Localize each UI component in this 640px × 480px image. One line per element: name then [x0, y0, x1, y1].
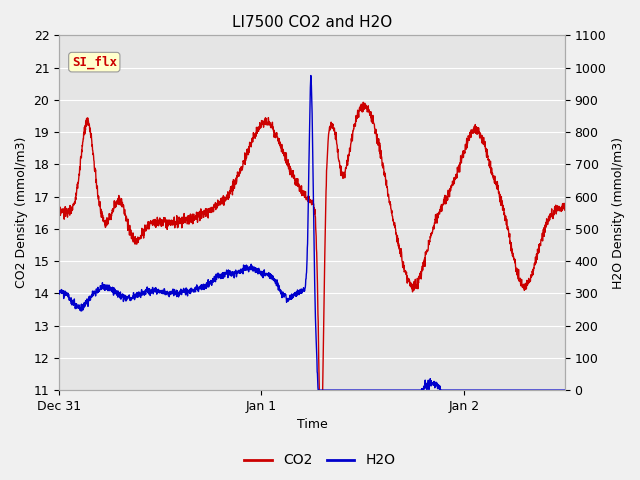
Y-axis label: CO2 Density (mmol/m3): CO2 Density (mmol/m3)	[15, 137, 28, 288]
Y-axis label: H2O Density (mmol/m3): H2O Density (mmol/m3)	[612, 137, 625, 289]
Title: LI7500 CO2 and H2O: LI7500 CO2 and H2O	[232, 15, 392, 30]
X-axis label: Time: Time	[296, 419, 328, 432]
Legend: CO2, H2O: CO2, H2O	[239, 448, 401, 473]
Text: SI_flx: SI_flx	[72, 56, 116, 69]
